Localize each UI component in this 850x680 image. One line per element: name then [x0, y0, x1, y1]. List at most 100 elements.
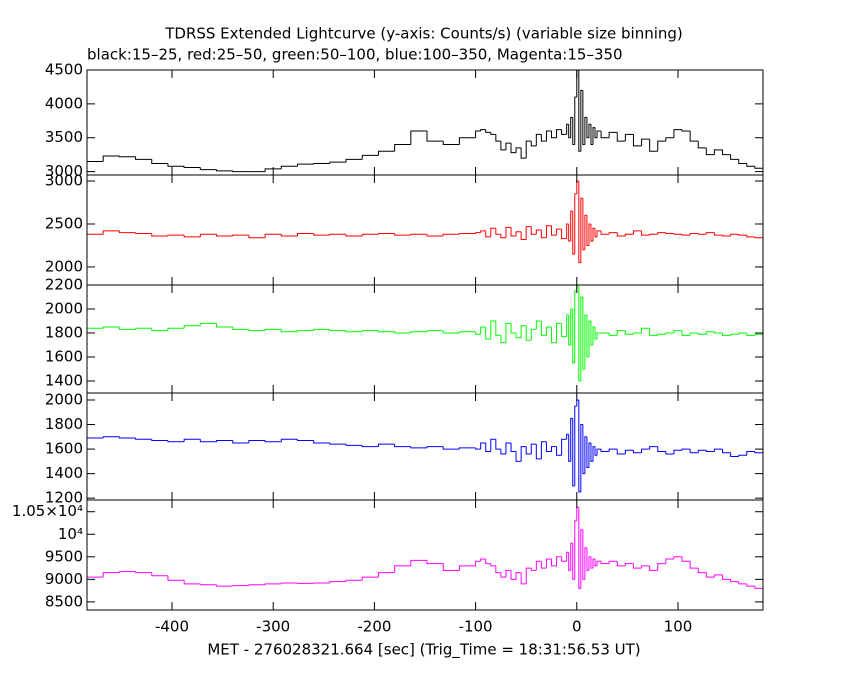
step-segment	[561, 438, 567, 456]
y-tick-label: 1.05×10⁴	[12, 502, 83, 520]
step-segment	[525, 567, 532, 584]
y-tick-label: 1600	[45, 440, 83, 458]
step-segment	[377, 572, 395, 578]
step-segment	[673, 556, 683, 560]
step-segment	[280, 234, 298, 237]
step-segment	[377, 443, 395, 447]
x-tick-label: 100	[664, 618, 693, 636]
step-segment	[505, 142, 512, 150]
step-segment	[485, 327, 491, 340]
step-segment	[641, 448, 650, 453]
step-segment	[280, 438, 298, 442]
y-tick-label: 1400	[45, 464, 83, 482]
step-segment	[475, 232, 481, 234]
step-segment	[167, 440, 185, 443]
step-segment	[649, 328, 658, 336]
step-segment	[510, 323, 517, 334]
step-segment	[705, 450, 715, 453]
step-segment	[345, 234, 363, 237]
step-segment	[746, 333, 755, 336]
step-segment	[730, 154, 739, 160]
step-segment	[151, 233, 168, 237]
step-segment	[426, 560, 444, 565]
step-segment	[490, 320, 496, 339]
y-tick-label: 2200	[45, 276, 83, 294]
step-segment	[490, 563, 496, 567]
step-segment	[361, 576, 379, 581]
step-segment	[624, 330, 634, 335]
step-segment	[738, 581, 747, 585]
step-segment	[183, 438, 201, 442]
step-segment	[199, 583, 217, 586]
step-segment	[566, 123, 569, 135]
step-segment	[515, 231, 522, 237]
step-segment	[730, 452, 739, 457]
step-segment	[624, 133, 634, 142]
step-segment	[681, 556, 691, 562]
step-segment	[505, 442, 512, 454]
step-segment	[657, 333, 666, 336]
step-segment	[596, 130, 602, 138]
step-segment	[689, 332, 699, 336]
step-segment	[596, 448, 602, 456]
step-segment	[730, 333, 739, 336]
step-segment	[280, 165, 298, 169]
step-segment	[495, 565, 501, 574]
step-segment	[495, 439, 501, 450]
step-segment	[535, 444, 542, 460]
step-segment	[394, 331, 411, 334]
step-segment	[590, 321, 593, 346]
step-segment	[151, 572, 168, 577]
step-segment	[568, 223, 571, 242]
step-segment	[520, 147, 527, 159]
step-segment	[102, 436, 120, 439]
step-segment	[550, 327, 557, 344]
step-segment	[570, 116, 573, 138]
step-segment	[520, 325, 527, 338]
y-tick-label: 2000	[45, 390, 83, 408]
step-segment	[586, 436, 589, 468]
step-segment	[515, 333, 522, 339]
step-segment	[264, 328, 282, 331]
step-segment	[713, 232, 723, 236]
step-segment	[746, 163, 755, 167]
x-tick-label: 0	[572, 618, 582, 636]
step-segment	[722, 574, 731, 580]
plot-frame	[86, 69, 764, 176]
step-segment	[590, 223, 593, 242]
step-segment	[530, 141, 537, 147]
step-segment	[600, 449, 610, 453]
step-segment	[673, 449, 683, 454]
step-segment	[570, 542, 573, 571]
step-segment	[588, 223, 591, 246]
step-segment	[167, 575, 185, 581]
step-segment	[594, 559, 598, 567]
step-segment	[722, 149, 731, 156]
step-segment	[624, 449, 634, 454]
step-segment	[248, 329, 266, 332]
step-segment	[713, 149, 723, 155]
step-segment	[596, 560, 602, 566]
step-segment	[510, 442, 517, 453]
step-segment	[556, 322, 562, 343]
step-segment	[530, 443, 537, 454]
step-segment	[584, 116, 587, 145]
step-segment	[442, 563, 460, 571]
step-segment	[296, 439, 314, 441]
step-segment	[485, 129, 491, 133]
step-segment	[264, 440, 282, 443]
step-segment	[500, 335, 506, 344]
step-segment	[665, 137, 674, 142]
step-segment	[248, 439, 266, 443]
step-segment	[313, 162, 330, 165]
step-segment	[616, 132, 626, 142]
step-segment	[118, 230, 136, 234]
step-segment	[689, 232, 699, 236]
step-segment	[754, 166, 763, 169]
step-segment	[361, 445, 379, 448]
step-segment	[475, 130, 481, 138]
step-segment	[641, 138, 650, 146]
step-segment	[264, 583, 282, 585]
step-segment	[550, 559, 557, 567]
step-segment	[566, 223, 569, 239]
